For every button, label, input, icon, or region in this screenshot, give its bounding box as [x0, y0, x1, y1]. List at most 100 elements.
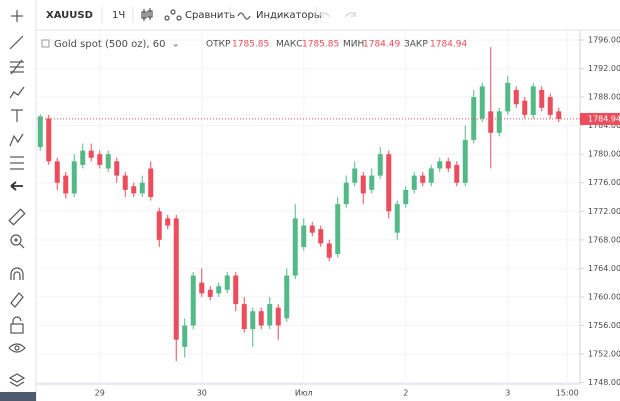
lock-draw-tool[interactable]	[10, 292, 24, 308]
candle-body	[54, 161, 60, 183]
candle-body	[539, 89, 545, 108]
candle-body	[377, 154, 383, 176]
candle-body	[292, 218, 298, 276]
legend: Gold spot (500 oz), 60 ⌄	[41, 39, 180, 50]
candle-body	[63, 175, 69, 194]
candle-body	[530, 86, 536, 115]
candle-body	[343, 182, 349, 205]
candle-body	[258, 311, 264, 326]
indicators-button[interactable]: Индикаторы	[256, 10, 322, 21]
legend-toggle[interactable]	[41, 39, 50, 48]
candle-body	[80, 150, 86, 165]
candle-body	[556, 111, 562, 119]
x-tick-label: 29	[95, 389, 105, 398]
ohlc-label: МИН	[343, 40, 364, 50]
candle-body	[97, 154, 103, 165]
prediction-tool[interactable]	[9, 133, 24, 147]
measure-tool[interactable]	[10, 156, 24, 170]
candle-body	[241, 304, 247, 330]
y-tick-label: 1780.00	[588, 150, 620, 159]
candle-body	[479, 86, 485, 119]
y-tick-label: 1752.00	[588, 350, 620, 359]
ohlc-label: ОТКР	[206, 40, 231, 50]
candle-body	[454, 164, 460, 183]
y-tick-label: 1768.00	[588, 235, 620, 244]
y-tick-label: 1776.00	[588, 178, 620, 187]
candle-body	[165, 218, 171, 226]
magnet-tool[interactable]	[10, 267, 24, 280]
candle-body	[267, 304, 273, 326]
candle-body	[505, 82, 511, 112]
collapse-bar[interactable]	[0, 392, 36, 401]
layers-tool[interactable]	[8, 373, 26, 387]
y-tick-label: 1772.00	[588, 207, 620, 216]
compare-button[interactable]: Сравнить	[185, 10, 235, 21]
ohlc-value: 1785.85	[232, 40, 269, 50]
candle-body	[437, 161, 443, 169]
candle-body	[216, 286, 222, 294]
y-tick-label: 1788.00	[588, 93, 620, 102]
ohlc-label: ЗАКР	[404, 40, 428, 50]
price-axis-bg	[580, 30, 620, 401]
compare-icon[interactable]	[164, 9, 182, 21]
ohlc-value: 1784.49	[363, 40, 400, 50]
candle-body	[411, 175, 417, 190]
candle-body	[428, 168, 434, 183]
y-tick-label: 1792.00	[588, 64, 620, 73]
candle-body	[233, 275, 239, 305]
fib-tool[interactable]	[10, 59, 24, 75]
candle-body	[360, 175, 366, 194]
candle-body	[182, 325, 188, 347]
redo-button[interactable]	[344, 12, 356, 18]
candle-body	[369, 175, 375, 190]
lock-tool[interactable]	[10, 316, 24, 334]
interval[interactable]: 1Ч	[112, 10, 125, 21]
indicators-icon[interactable]	[237, 12, 251, 20]
y-tick-label: 1764.00	[588, 264, 620, 273]
candle-body	[496, 111, 502, 133]
ruler-tool[interactable]	[8, 208, 26, 226]
visibility-tool[interactable]	[8, 343, 26, 353]
x-tick-label: 3	[505, 389, 510, 398]
y-tick-label: 1796.00	[588, 35, 620, 44]
y-tick-label: 1748.00	[588, 378, 620, 387]
zoom-tool[interactable]	[10, 234, 25, 249]
x-tick-label: Июл	[295, 389, 313, 398]
back-button[interactable]	[10, 181, 23, 191]
candle-body	[547, 97, 553, 115]
candle-body	[71, 161, 77, 194]
x-tick-label: 30	[197, 389, 207, 398]
candle-body	[46, 118, 52, 162]
candle-body	[352, 168, 358, 183]
dropdown-arrow[interactable]: ⌄	[172, 40, 180, 50]
x-tick-label: 15:00	[556, 389, 579, 398]
x-tick-label: 2	[403, 389, 408, 398]
candle-body	[156, 211, 162, 240]
undo-button[interactable]	[319, 12, 331, 18]
crosshair-tool[interactable]	[11, 10, 23, 22]
candle-body	[190, 275, 196, 326]
chart-style-button[interactable]	[141, 8, 153, 21]
trendline-tool[interactable]	[9, 35, 24, 50]
candle-body	[275, 307, 281, 326]
candle-body	[173, 218, 179, 340]
symbol[interactable]: XAUUSD	[46, 10, 93, 21]
top-toolbar: XAUUSD 1Ч Сравнить Индикаторы	[36, 0, 620, 31]
candle-body	[335, 204, 341, 255]
text-tool[interactable]	[11, 109, 23, 122]
candle-body	[199, 282, 205, 294]
candle-body	[394, 204, 400, 233]
y-tick-label: 1760.00	[588, 292, 620, 301]
y-tick-label: 1784.00	[588, 121, 620, 130]
candle-body	[88, 150, 94, 158]
candle-body	[445, 161, 451, 169]
pattern-tool[interactable]	[9, 86, 25, 99]
candle-body	[114, 161, 120, 176]
ohlc-label: МАКС	[276, 40, 303, 50]
candle-body	[522, 100, 528, 115]
candle-body	[37, 116, 43, 148]
candle-body	[224, 275, 230, 290]
candle-body	[488, 111, 494, 133]
candle-body	[471, 97, 477, 140]
